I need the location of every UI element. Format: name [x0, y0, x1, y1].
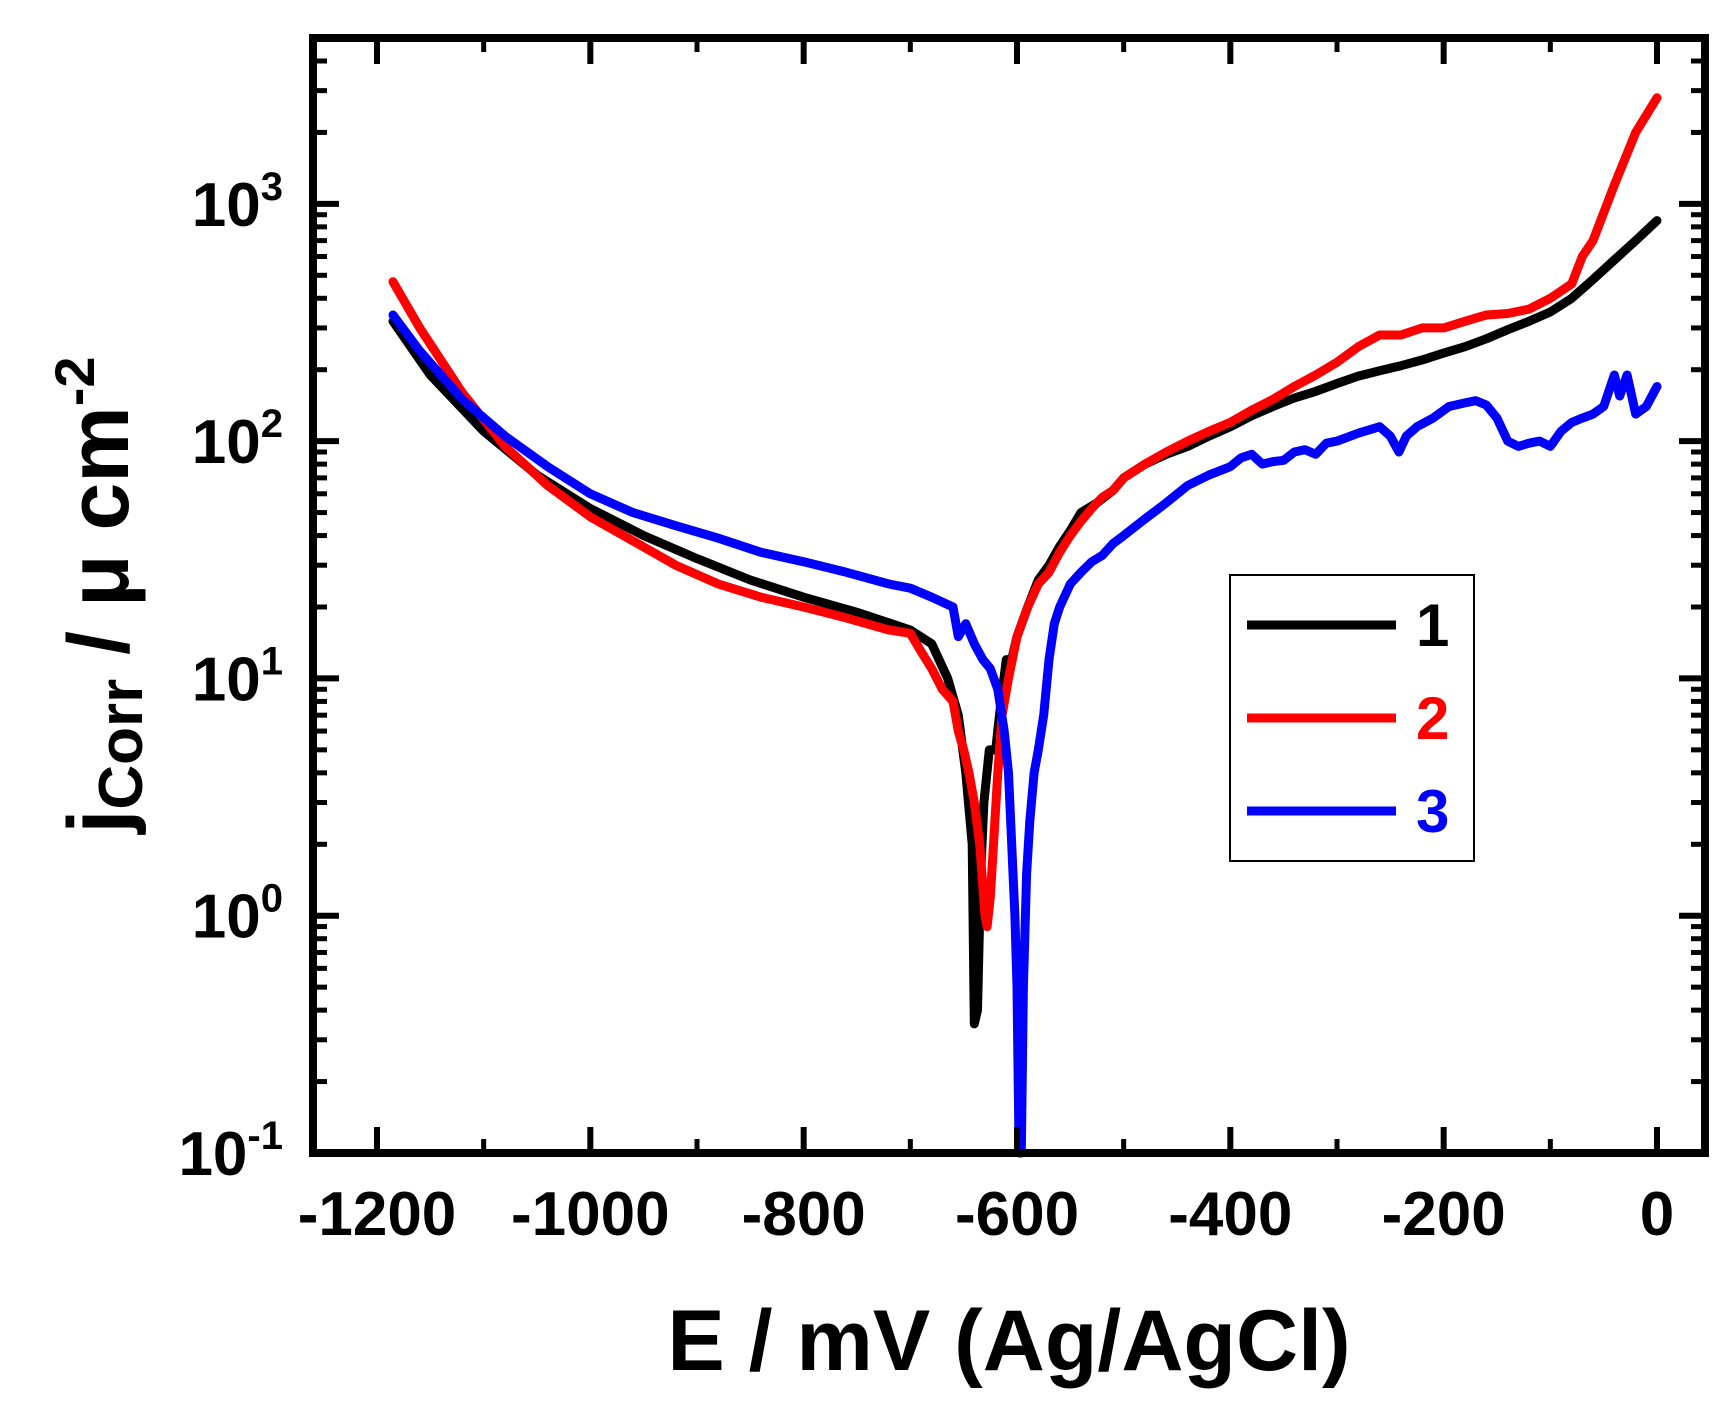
series-layer — [388, 93, 1662, 1158]
x-tick-label: -400 — [1168, 1180, 1292, 1249]
y-tick-label-exponent: 2 — [261, 402, 283, 446]
y-tick-label-exponent: 1 — [261, 639, 283, 683]
x-tick-label: 0 — [1640, 1180, 1674, 1249]
y-tick-label-base: 10 — [192, 883, 261, 952]
series-3-line — [388, 310, 1662, 1158]
y-axis-title-subscript: Corr — [87, 679, 156, 810]
x-tick-label: -200 — [1382, 1180, 1506, 1249]
y-tick-label-exponent: 0 — [261, 877, 283, 921]
y-axis-title-units: / μ cm — [51, 406, 147, 679]
y-tick-label-exponent: 3 — [261, 165, 283, 209]
x-tick-label: -1000 — [511, 1180, 670, 1249]
tick-layer — [313, 38, 1705, 1156]
series-2-line — [388, 93, 1662, 932]
legend-items: 1 2 3 — [1247, 592, 1449, 845]
legend-label-3: 3 — [1416, 778, 1449, 845]
y-axis-title-exponent: -2 — [43, 356, 106, 406]
y-tick-label: 100 — [192, 877, 283, 952]
x-tick-label: -1200 — [298, 1180, 457, 1249]
y-tick-label-base: 10 — [192, 408, 261, 477]
plot-frame — [309, 34, 1709, 1157]
y-tick-label-base: 10 — [192, 645, 261, 714]
y-tick-label: 10-1 — [178, 1114, 283, 1189]
y-tick-label: 102 — [192, 402, 283, 477]
x-tick-label: -600 — [955, 1180, 1079, 1249]
y-tick-label: 103 — [192, 165, 283, 240]
y-tick-label-base: 10 — [192, 171, 261, 240]
legend: 1 2 3 — [1229, 574, 1475, 862]
label-layer: -1200 -1000 -800 -600 -400 -200 010-1100101102… — [178, 165, 1674, 1249]
y-axis-title-main: j — [51, 810, 147, 836]
x-tick-label: -800 — [742, 1180, 866, 1249]
y-tick-label-base: 10 — [178, 1120, 247, 1189]
y-tick-label-exponent: -1 — [247, 1114, 283, 1158]
legend-label-2: 2 — [1416, 685, 1449, 752]
y-tick-label: 101 — [192, 639, 283, 714]
legend-label-1: 1 — [1416, 592, 1449, 659]
y-axis-title: jCorr / μ cm-2 — [43, 356, 156, 835]
x-axis-title: E / mV (Ag/AgCl) — [667, 1293, 1350, 1389]
